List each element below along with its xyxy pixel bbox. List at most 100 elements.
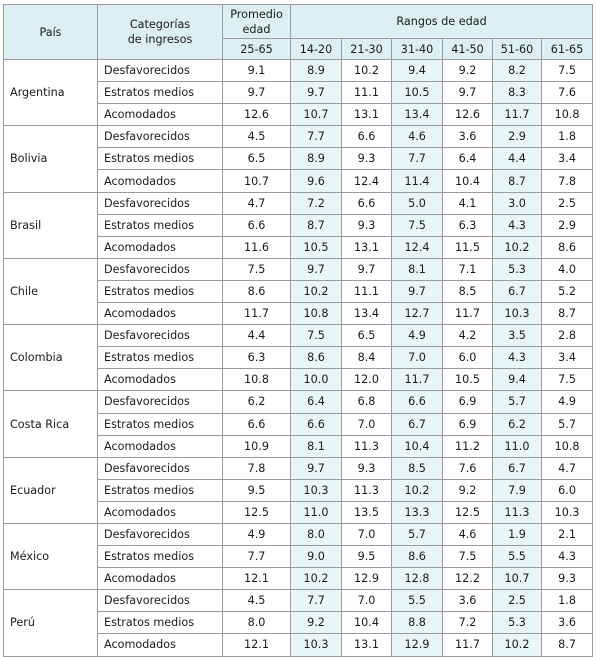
average-value: 6.6	[222, 213, 291, 237]
age-range-value: 10.3	[540, 500, 594, 524]
table-row: Estratos medios 8.0 9.2 10.4 8.8 7.2 5.3 3.6	[4, 611, 594, 635]
header-age-group: 31-40	[391, 38, 443, 60]
table-row: Acomodados 11.7 10.8 13.4 12.7 11.7 10.3 8.7	[4, 302, 594, 326]
age-range-value: 11.4	[391, 169, 443, 193]
age-range-value: 8.7	[492, 169, 542, 193]
average-value: 4.4	[222, 324, 291, 348]
age-range-value: 4.4	[492, 147, 542, 171]
income-category: Estratos medios	[97, 81, 223, 105]
age-range-value: 9.4	[391, 58, 443, 83]
header-rangos: Rangos de edad	[289, 4, 594, 39]
age-range-value: 6.7	[492, 456, 542, 480]
age-range-value: 10.7	[290, 103, 342, 127]
income-category: Estratos medios	[97, 346, 223, 370]
average-value: 9.1	[222, 58, 291, 83]
table-row: Acomodados 10.9 8.1 11.3 10.4 11.2 11.0 10.8	[4, 434, 594, 458]
age-range-value: 1.9	[492, 522, 542, 547]
country-name: Bolivia	[3, 125, 98, 193]
age-range-value: 10.8	[290, 302, 342, 326]
income-category: Estratos medios	[97, 147, 223, 171]
age-range-value: 3.6	[442, 589, 493, 613]
table-row: México Desfavorecidos 4.9 8.0 7.0 5.7 4.6 1.9 2.…	[3, 522, 594, 591]
income-category: Acomodados	[97, 169, 223, 193]
age-range-value: 9.0	[290, 545, 342, 569]
age-range-value: 11.2	[442, 434, 493, 458]
age-range-value: 10.2	[492, 633, 542, 657]
age-range-value: 7.7	[391, 147, 443, 171]
age-range-value: 8.0	[290, 522, 342, 547]
average-value: 7.8	[222, 456, 291, 480]
age-range-value: 5.2	[540, 279, 594, 304]
age-range-value: 7.7	[290, 125, 342, 149]
age-range-value: 3.6	[540, 611, 594, 635]
average-value: 4.5	[222, 125, 291, 149]
age-range-value: 9.4	[492, 368, 542, 392]
age-range-value: 7.9	[492, 478, 542, 502]
age-range-value: 7.5	[540, 368, 594, 392]
average-value: 12.1	[222, 633, 291, 657]
age-range-value: 11.3	[492, 500, 542, 524]
country-name: Argentina	[3, 58, 98, 127]
age-range-value: 13.3	[391, 500, 443, 524]
country-name: Ecuador	[3, 456, 98, 524]
income-category: Estratos medios	[97, 279, 223, 304]
average-value: 12.5	[222, 500, 291, 524]
table-container: País Categorías de ingresos Promedio eda…	[3, 4, 594, 657]
age-range-value: 7.5	[442, 545, 493, 569]
age-range-value: 5.5	[391, 589, 443, 613]
income-category: Desfavorecidos	[97, 390, 223, 414]
age-range-value: 6.5	[341, 324, 392, 348]
age-range-value: 11.5	[442, 235, 493, 259]
age-range-value: 10.2	[391, 478, 443, 502]
age-range-value: 7.6	[442, 456, 493, 480]
table-row: Estratos medios 6.3 8.6 8.4 7.0 6.0 4.3 3.4	[4, 346, 594, 370]
age-range-value: 10.5	[391, 81, 443, 105]
age-range-value: 12.6	[442, 103, 493, 127]
age-range-value: 12.0	[341, 368, 392, 392]
average-value: 6.2	[222, 390, 291, 414]
income-category: Estratos medios	[97, 412, 223, 436]
table-row: Estratos medios 6.6 6.6 7.0 6.7 6.9 6.2 5.7	[4, 412, 594, 436]
age-range-value: 6.3	[442, 213, 493, 237]
age-range-value: 2.5	[492, 589, 542, 613]
table-row: Acomodados 12.1 10.2 12.9 12.8 12.2 10.7 9.3	[4, 567, 594, 591]
age-range-value: 10.7	[492, 567, 542, 591]
header-age-group: 21-30	[341, 38, 392, 60]
age-range-value: 6.6	[290, 412, 342, 436]
average-value: 4.5	[222, 589, 291, 613]
header-promedio-line1: Promedio	[230, 7, 283, 21]
age-range-value: 8.4	[341, 346, 392, 370]
average-value: 7.7	[222, 545, 291, 569]
age-range-value: 6.6	[391, 390, 443, 414]
age-range-value: 11.7	[391, 368, 443, 392]
age-range-value: 9.3	[341, 147, 392, 171]
age-range-value: 8.6	[540, 235, 594, 259]
age-range-value: 2.9	[492, 125, 542, 149]
header-categorias-line1: Categorías	[129, 18, 191, 31]
age-range-value: 8.7	[290, 213, 342, 237]
age-range-value: 4.9	[391, 324, 443, 348]
age-range-value: 9.7	[290, 81, 342, 105]
income-category: Acomodados	[97, 302, 223, 326]
age-range-value: 8.9	[290, 147, 342, 171]
age-range-value: 7.8	[540, 169, 594, 193]
age-range-value: 8.8	[391, 611, 443, 635]
table-row: Brasil Desfavorecidos 4.7 7.2 6.6 5.0 4.1 3.0 2.…	[3, 191, 594, 259]
age-range-value: 8.3	[492, 81, 542, 105]
age-range-value: 8.6	[290, 346, 342, 370]
average-value: 8.6	[222, 279, 291, 304]
age-range-value: 9.3	[540, 567, 594, 591]
age-range-value: 6.2	[492, 412, 542, 436]
header-age-group: 41-50	[442, 38, 493, 60]
average-value: 12.1	[222, 567, 291, 591]
country-name: Perú	[3, 589, 98, 657]
table-row: Colombia Desfavorecidos 4.4 7.5 6.5 4.9 4.2 3.5…	[3, 324, 594, 392]
header-age-group: 14-20	[290, 38, 342, 60]
age-range-value: 11.3	[341, 478, 392, 502]
age-range-value: 9.7	[391, 279, 443, 304]
age-range-value: 6.7	[391, 412, 443, 436]
average-value: 6.5	[222, 147, 291, 171]
income-category: Desfavorecidos	[97, 191, 223, 215]
age-range-value: 3.6	[442, 125, 493, 149]
table-row: Chile Desfavorecidos 7.5 9.7 9.7 8.1 7.1 5.3 4.0	[3, 257, 594, 326]
